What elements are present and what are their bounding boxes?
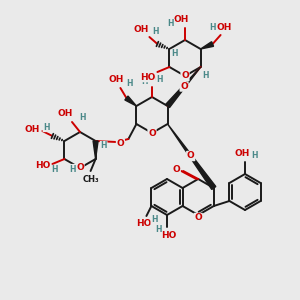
Text: O: O [181,71,189,80]
Text: H: H [142,77,148,86]
Text: H: H [51,166,58,175]
Text: O: O [194,214,202,223]
Polygon shape [201,42,214,49]
Text: H: H [79,112,85,122]
Polygon shape [166,67,201,108]
Text: OH: OH [217,22,232,32]
Text: H: H [151,214,158,224]
Text: O: O [116,140,124,148]
Text: O: O [148,128,156,137]
Text: OH: OH [234,149,250,158]
Text: H: H [126,80,133,88]
Text: H: H [100,142,107,151]
Text: H: H [69,164,76,173]
Polygon shape [125,96,136,106]
Text: H: H [152,26,159,35]
Text: O: O [180,82,188,91]
Text: H: H [171,50,178,58]
Text: H: H [209,22,216,32]
Text: OH: OH [25,124,40,134]
Text: OH: OH [57,110,73,118]
Text: O: O [172,164,180,173]
Text: OH: OH [173,16,189,25]
Text: HO: HO [136,220,151,229]
Polygon shape [168,124,216,190]
Text: OH: OH [109,76,124,85]
Text: H: H [252,152,258,160]
Text: H: H [155,226,161,235]
Text: H: H [156,74,163,83]
Text: O: O [187,152,195,160]
Text: HO: HO [147,74,163,83]
Text: HO: HO [35,161,50,170]
Text: O: O [76,164,84,172]
Polygon shape [93,141,98,159]
Text: HO: HO [161,230,177,239]
Text: CH₃: CH₃ [82,175,99,184]
Text: H: H [43,122,50,131]
Text: OH: OH [134,25,149,34]
Text: H: H [202,70,209,80]
Text: HO: HO [140,73,155,82]
Text: H: H [168,20,174,28]
